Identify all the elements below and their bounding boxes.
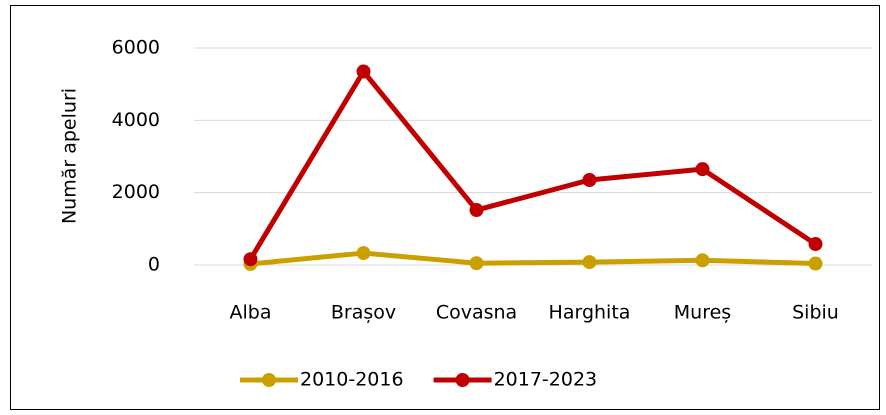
x-tick-label: Mureș (674, 302, 731, 324)
chart-border (10, 5, 880, 410)
y-tick-label: 4000 (112, 109, 160, 131)
x-tick-label: Alba (230, 302, 272, 324)
x-tick-label: Sibiu (792, 302, 839, 324)
x-tick-label: Covasna (436, 302, 517, 324)
legend-marker (262, 373, 276, 387)
y-tick-label: 2000 (112, 181, 160, 203)
data-point (695, 162, 710, 177)
data-point (695, 253, 710, 268)
legend-label: 2010-2016 (300, 369, 404, 391)
data-point (808, 237, 823, 252)
y-tick-label: 0 (148, 254, 160, 276)
data-point (808, 256, 823, 271)
data-point (469, 256, 484, 271)
series-line (248, 69, 817, 261)
series-line (250, 250, 816, 267)
data-point (582, 255, 597, 270)
legend-marker (455, 373, 470, 387)
legend-label: 2017-2023 (494, 369, 598, 391)
y-axis-label: Număr apeluri (59, 88, 81, 224)
data-point (469, 203, 484, 218)
y-tick-label: 6000 (112, 37, 160, 59)
data-point (243, 252, 258, 267)
data-point (582, 173, 597, 188)
x-tick-label: Harghita (549, 302, 631, 324)
data-point (356, 246, 371, 261)
data-point (356, 64, 371, 79)
x-tick-label: Brașov (331, 302, 396, 324)
